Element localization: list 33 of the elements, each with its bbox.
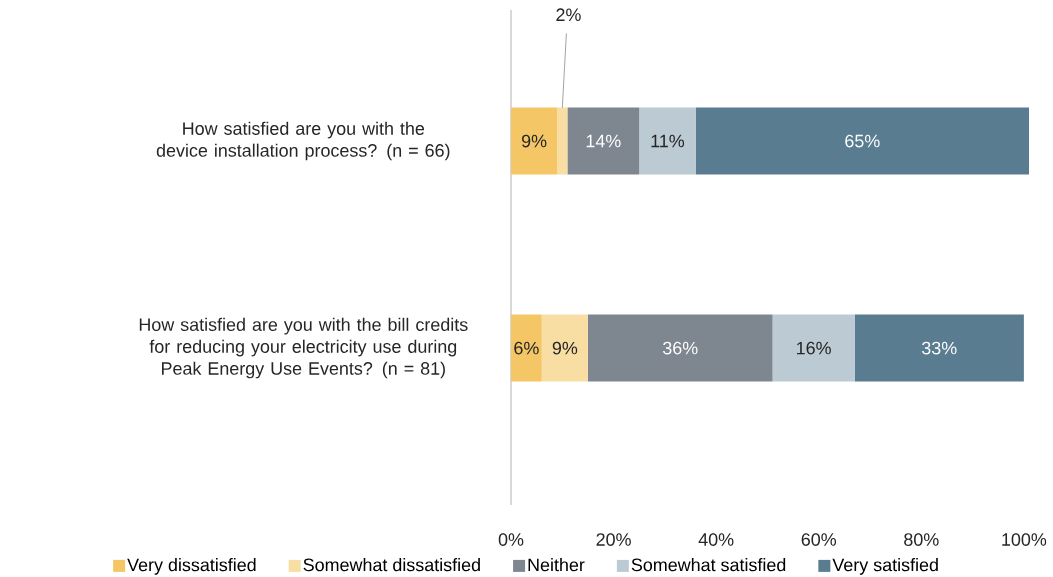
y-tick-label: How satisfied are you with the bill credits for reducing your electricity use during Peak Energy Use Events? (n = 81): [139, 317, 468, 379]
data-label: 6%: [514, 341, 539, 355]
data-label: 65%: [845, 134, 880, 148]
legend-label: Very satisfied: [832, 558, 938, 575]
bar: [567, 107, 640, 175]
data-label: 14%: [586, 134, 621, 148]
data-label: 36%: [663, 341, 698, 355]
bar: [639, 107, 696, 175]
legend-label: Neither: [528, 558, 585, 572]
bar: [511, 107, 558, 175]
x-tick-label: 60%: [801, 533, 837, 546]
bar: [587, 314, 773, 382]
bar: [695, 107, 1030, 175]
x-tick-label: 40%: [698, 533, 734, 546]
bar: [772, 314, 855, 382]
x-tick-label: 100%: [1002, 533, 1047, 546]
data-label: 16%: [797, 341, 831, 355]
x-tick-label: 80%: [904, 533, 939, 546]
legend-label: Somewhat dissatisfied: [303, 558, 480, 572]
x-tick-label: 0%: [498, 533, 524, 546]
legend-label: Somewhat satisfied: [631, 558, 786, 572]
bar: [541, 314, 588, 382]
y-tick-label: How satisfied are you with the device installation process? (n = 66): [156, 121, 450, 161]
legend-label: Very dissatisfied: [127, 558, 256, 575]
bar: [854, 314, 1024, 382]
bar: [557, 107, 568, 175]
data-label: 9%: [521, 134, 547, 148]
data-label: 9%: [552, 341, 578, 355]
x-tick-label: 20%: [596, 533, 631, 546]
data-label: 2%: [556, 8, 581, 22]
bar: [511, 314, 542, 382]
data-label: 33%: [922, 341, 957, 355]
data-label: 11%: [651, 134, 685, 148]
